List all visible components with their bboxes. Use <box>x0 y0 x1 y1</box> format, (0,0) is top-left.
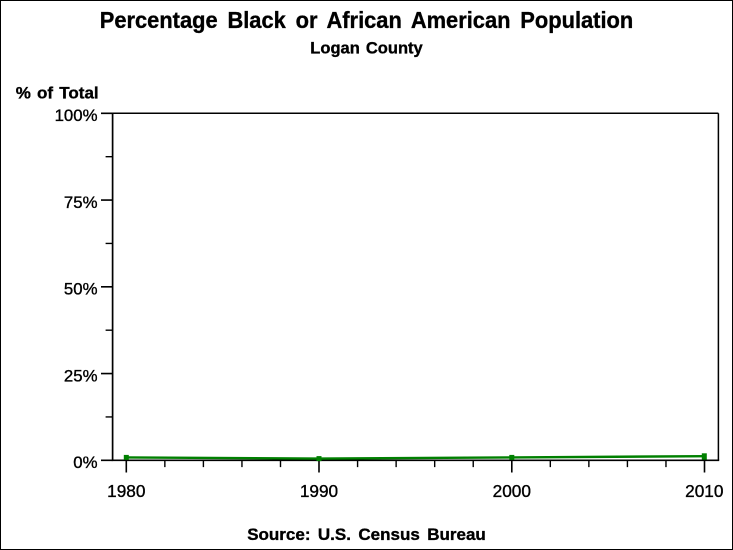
svg-text:2010: 2010 <box>685 481 723 501</box>
svg-text:0%: 0% <box>73 453 97 472</box>
svg-text:100%: 100% <box>55 106 98 125</box>
svg-text:Source: U.S. Census Bureau: Source: U.S. Census Bureau <box>247 525 486 544</box>
svg-text:Logan County: Logan County <box>310 40 423 58</box>
svg-text:1980: 1980 <box>107 481 145 501</box>
svg-text:% of Total: % of Total <box>16 83 99 102</box>
svg-text:50%: 50% <box>64 280 98 299</box>
svg-text:2000: 2000 <box>493 481 531 501</box>
svg-text:25%: 25% <box>64 367 98 386</box>
svg-text:1990: 1990 <box>300 481 338 501</box>
svg-text:75%: 75% <box>64 193 98 212</box>
svg-text:Percentage Black or African Am: Percentage Black or African American Pop… <box>100 7 634 33</box>
